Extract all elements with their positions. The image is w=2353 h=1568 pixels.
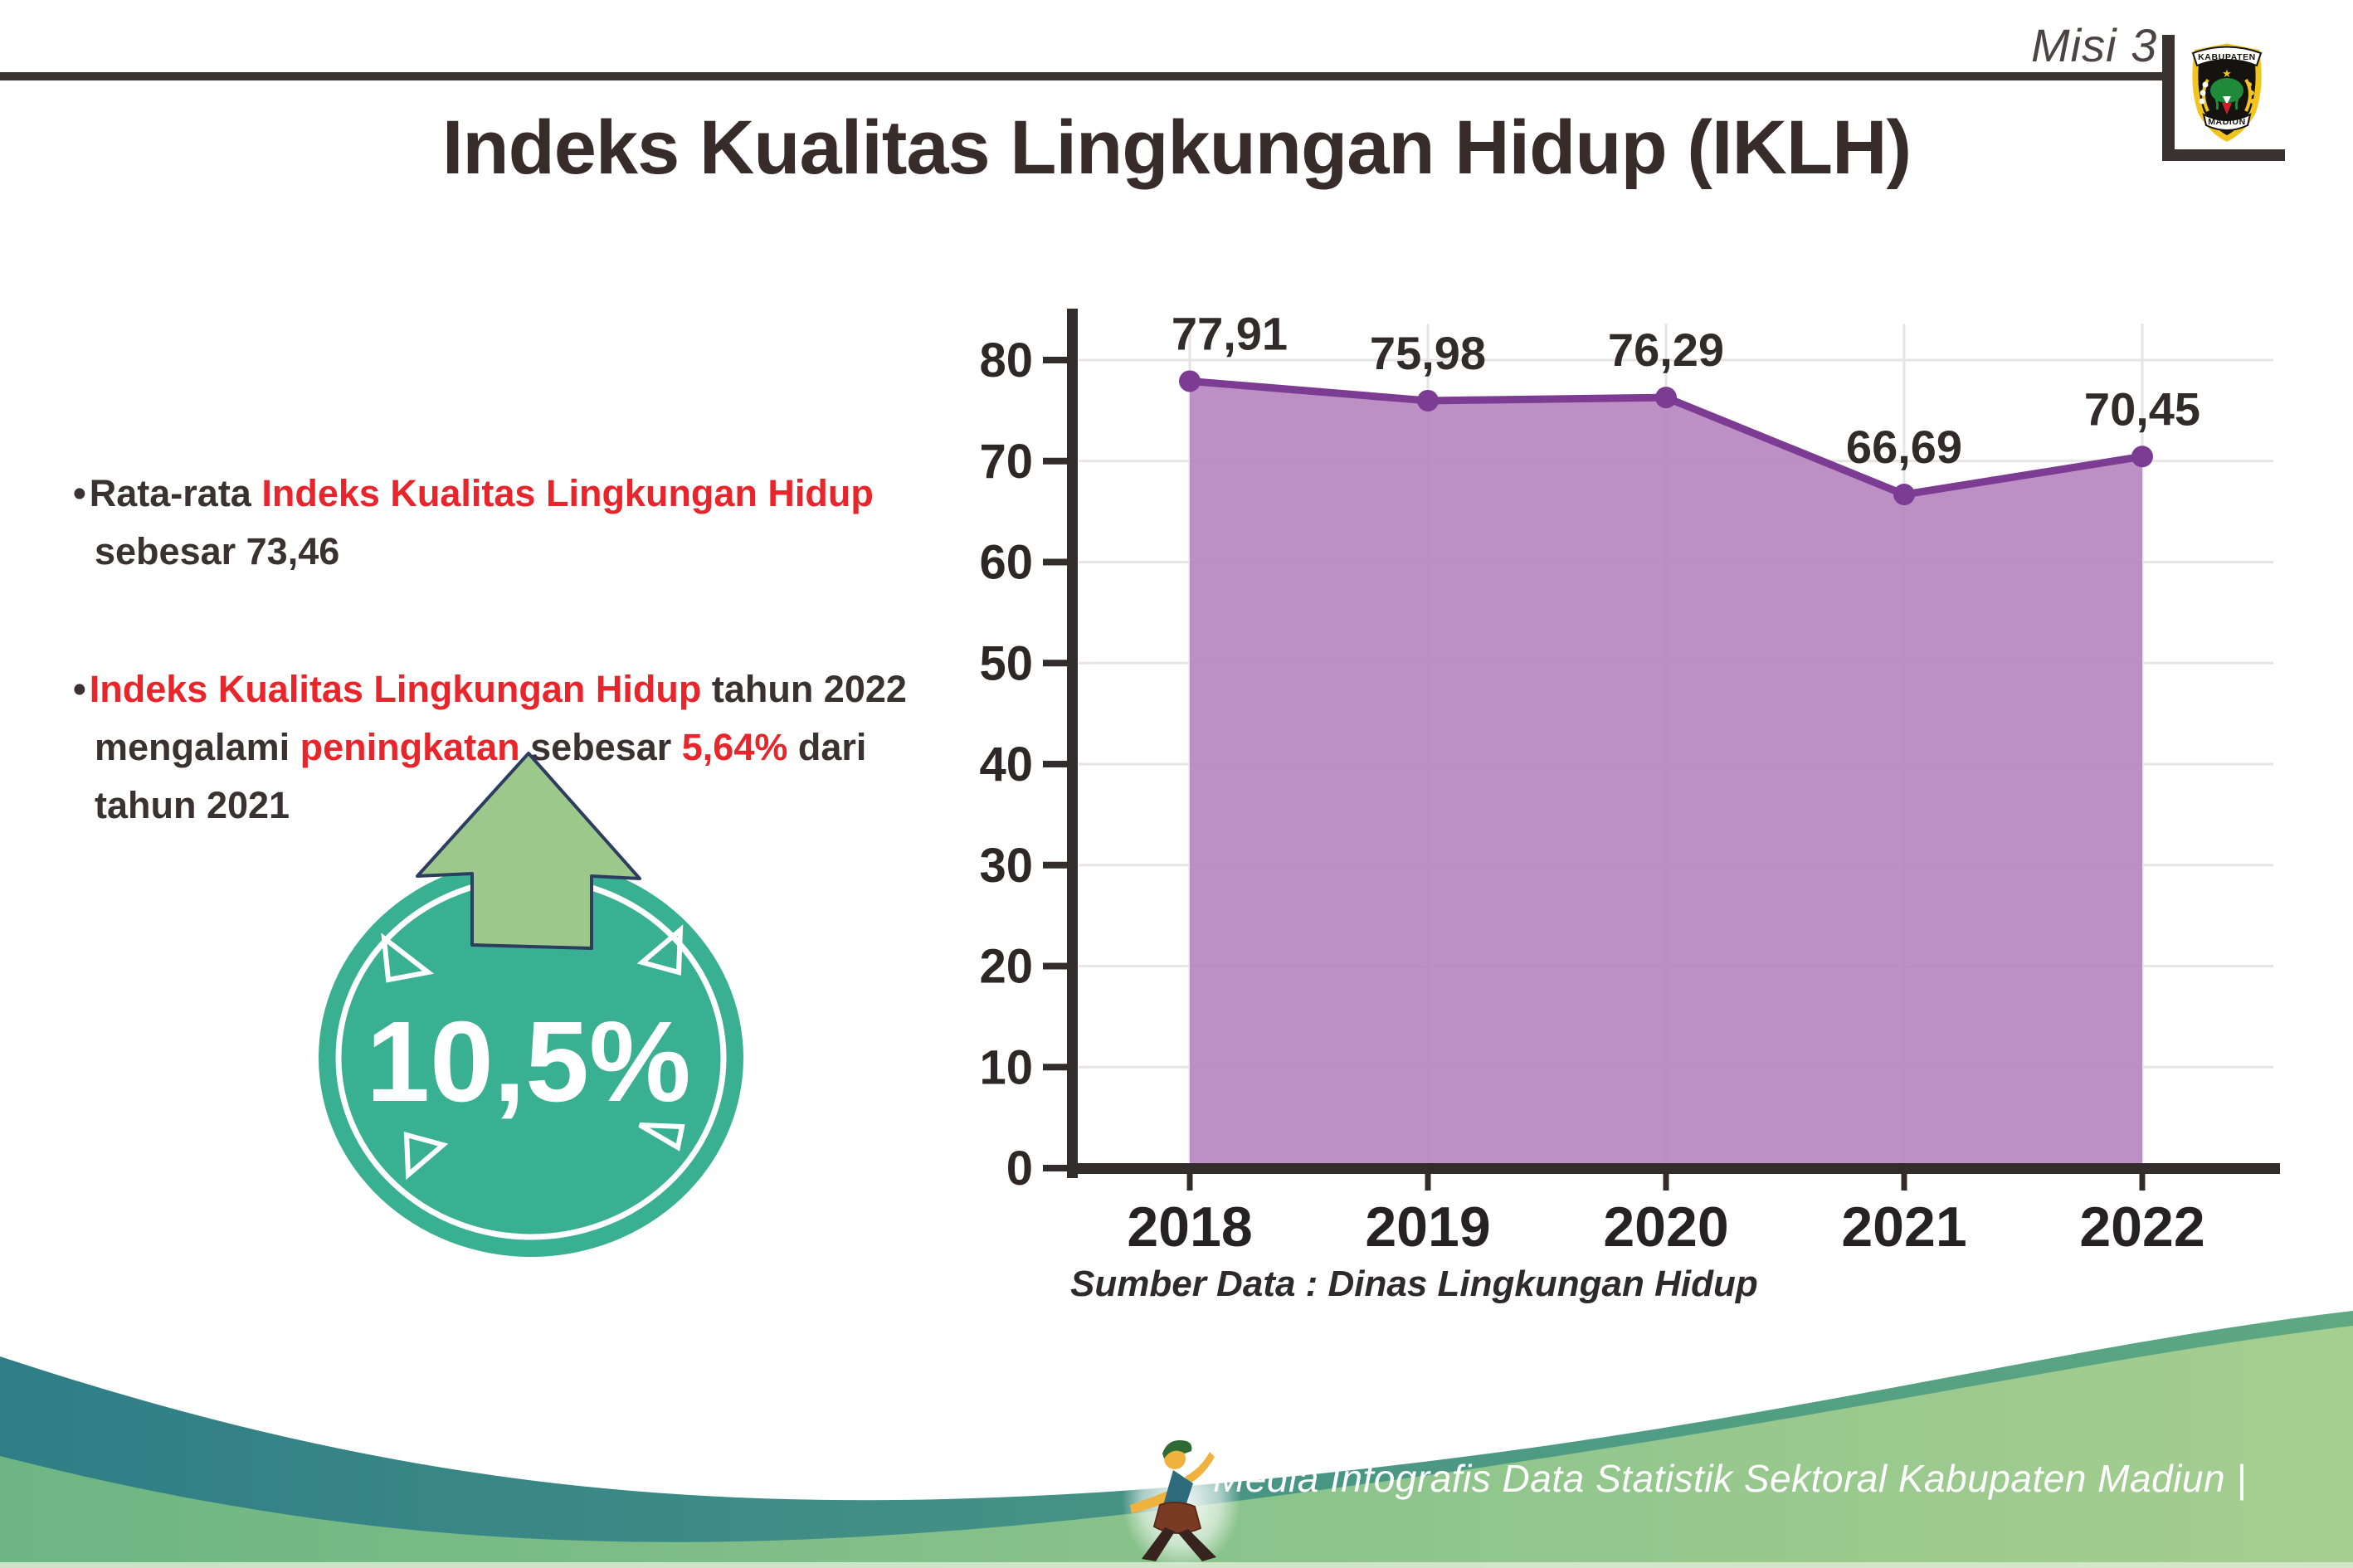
badge-spark-bottom-left	[403, 1132, 449, 1181]
y-axis-tick-label: 20	[979, 940, 1033, 994]
data-point	[1893, 484, 1915, 506]
logo-emblem-white	[2223, 96, 2231, 105]
y-axis-tick-label: 60	[979, 536, 1033, 590]
logo-frame-horizontal	[2162, 149, 2285, 161]
mascot-skirt	[1152, 1502, 1202, 1534]
x-axis-label: 2019	[1365, 1195, 1490, 1259]
bullet-text-segment: sebesar 73,46	[95, 530, 340, 572]
bullet-text-segment: Indeks Kualitas Lingkungan Hidup	[89, 668, 702, 710]
data-label: 75,98	[1370, 327, 1486, 379]
bullet-text-segment: dari	[787, 726, 867, 768]
y-axis-tick-label: 0	[1006, 1142, 1033, 1195]
footer-credit: Media Infografis Data Statistik Sektoral…	[1213, 1457, 2247, 1500]
data-point	[2131, 446, 2153, 468]
mascot-head	[1164, 1448, 1186, 1469]
y-axis-tick-label: 70	[979, 435, 1033, 489]
y-axis-tick-label: 40	[979, 738, 1033, 791]
x-axis-label: 2021	[1841, 1195, 1966, 1259]
y-axis-tick-label: 50	[979, 636, 1033, 690]
mascot-right-arm	[1185, 1452, 1215, 1483]
bullet-text-segment: sebesar	[519, 726, 682, 768]
data-label: 66,69	[1846, 421, 1962, 473]
page-title: Indeks Kualitas Lingkungan Hidup (IKLH)	[441, 105, 1912, 190]
logo-bottom-banner	[2202, 113, 2252, 131]
bullet-line: mengalami peningkatan sebesar 5,64% dari	[73, 718, 1035, 777]
logo-wheat	[2249, 90, 2254, 95]
x-axis-label: 2022	[2079, 1195, 2204, 1259]
bullet-list: •Rata-rata Indeks Kualitas Lingkungan Hi…	[73, 465, 1035, 914]
bullet-line: •Rata-rata Indeks Kualitas Lingkungan Hi…	[73, 465, 1035, 523]
chart-area	[1190, 381, 2142, 1168]
bullet-line: sebesar 73,46	[73, 523, 1035, 581]
bullet-dot: •	[73, 472, 86, 514]
logo-bottom-text: MADIUN	[2208, 117, 2246, 127]
increase-badge: 10,5%	[319, 752, 743, 1257]
data-point	[1417, 389, 1439, 411]
source-note: Sumber Data : Dinas Lingkungan Hidup	[1070, 1264, 1758, 1304]
x-axis	[1067, 1163, 2280, 1174]
bullet-text-segment: peningkatan	[300, 726, 520, 768]
bullet-text-segment: tahun 2021	[95, 784, 290, 826]
badge-spark-top-left	[381, 933, 435, 983]
header-rule	[0, 72, 2172, 80]
x-axis-label: 2018	[1127, 1195, 1252, 1259]
bullet-text-segment: 5,64%	[681, 726, 788, 768]
bullet-line: tahun 2021	[73, 777, 1035, 835]
logo-cotton	[2199, 98, 2205, 105]
iklh-area-chart: 0 10 20 30 40 50 60 70 80 77,91 75,98 76,29 66,69 70,…	[979, 307, 2280, 1304]
logo-star-icon: ★	[2222, 67, 2232, 80]
y-axis-tick-label: 30	[979, 839, 1033, 893]
logo-top-banner	[2191, 46, 2263, 67]
logo-top-text: KABUPATEN	[2198, 52, 2256, 62]
y-axis	[1067, 309, 1078, 1178]
logo-emblem-red	[2222, 103, 2232, 114]
logo-tree	[2210, 78, 2243, 103]
mascot-cap	[1162, 1440, 1192, 1458]
bullet-item: •Rata-rata Indeks Kualitas Lingkungan Hi…	[73, 465, 1035, 581]
bullet-text-segment: mengalami	[95, 726, 300, 768]
logo-frame-vertical	[2162, 35, 2175, 161]
bullet-text-segment: Indeks Kualitas Lingkungan Hidup	[261, 472, 874, 514]
bullet-text-segment: Rata-rata	[89, 472, 262, 514]
bullet-line: •Indeks Kualitas Lingkungan Hidup tahun …	[73, 660, 1035, 718]
data-label: 70,45	[2084, 382, 2200, 435]
kabupaten-madiun-logo: KABUPATEN ★ MADIUN	[2191, 43, 2263, 142]
data-point	[1655, 387, 1677, 409]
data-label: 76,29	[1608, 324, 1724, 376]
bullet-text-segment: tahun 2022	[701, 668, 907, 710]
mascot-left-arm	[1130, 1490, 1173, 1513]
x-axis-label: 2020	[1603, 1195, 1728, 1259]
badge-spark-bottom-right	[638, 1122, 685, 1152]
data-point	[1179, 370, 1201, 392]
y-axis-tick-label: 10	[979, 1040, 1033, 1094]
footer-wave-green	[0, 1326, 2353, 1568]
mascot-left-leg	[1142, 1527, 1175, 1561]
arrow-up-icon	[416, 752, 641, 950]
badge-spark-top-right	[636, 924, 684, 976]
mascot-dancer-icon	[1122, 1434, 1241, 1566]
data-label: 77,91	[1172, 307, 1288, 359]
bullet-dot: •	[73, 668, 86, 710]
mascot-right-leg	[1178, 1529, 1216, 1561]
y-axis-tick-label: 80	[979, 334, 1033, 387]
logo-cotton	[2200, 90, 2206, 96]
logo-wheat	[2250, 99, 2255, 104]
logo-cotton	[2202, 81, 2209, 88]
badge-percentage: 10,5%	[366, 998, 690, 1126]
bullet-item: •Indeks Kualitas Lingkungan Hidup tahun …	[73, 660, 1035, 835]
misi-label: Misi 3	[2031, 19, 2158, 71]
logo-wheat	[2247, 82, 2252, 87]
